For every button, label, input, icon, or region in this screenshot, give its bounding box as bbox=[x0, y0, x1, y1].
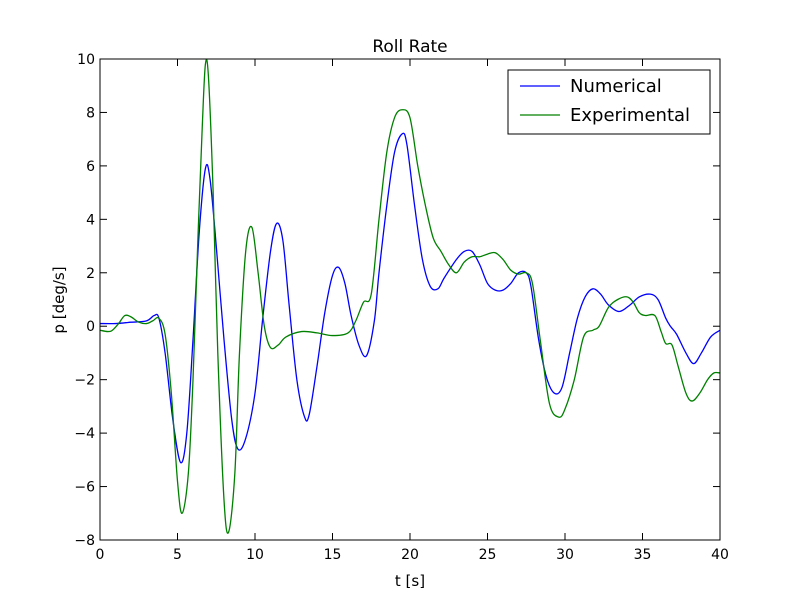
legend-label-experimental: Experimental bbox=[570, 105, 690, 126]
y-tick-label: −8 bbox=[74, 533, 95, 549]
y-tick-label: 0 bbox=[86, 319, 95, 335]
series-group bbox=[100, 59, 720, 534]
x-tick-label: 5 bbox=[173, 547, 182, 563]
y-tick-label: 2 bbox=[86, 266, 95, 282]
legend-box bbox=[507, 69, 711, 135]
x-tick-label: 35 bbox=[634, 547, 652, 563]
y-axis-label: p [deg/s] bbox=[50, 266, 68, 333]
x-tick-label: 40 bbox=[711, 547, 729, 563]
y-tick-label: −2 bbox=[74, 373, 95, 389]
x-tick-label: 20 bbox=[401, 547, 419, 563]
x-axis-label: t [s] bbox=[395, 572, 425, 590]
series-line-experimental bbox=[100, 59, 720, 534]
x-tick-label: 25 bbox=[479, 547, 497, 563]
x-tick-label: 15 bbox=[324, 547, 342, 563]
chart-title: Roll Rate bbox=[372, 37, 447, 57]
x-tick-label: 10 bbox=[246, 547, 264, 563]
y-tick-label: −4 bbox=[74, 426, 95, 442]
x-tick-label: 0 bbox=[96, 547, 105, 563]
y-tick-label: 4 bbox=[86, 212, 95, 228]
y-tick-label: 8 bbox=[86, 105, 95, 121]
series-line-numerical bbox=[100, 132, 720, 464]
x-tick-label: 30 bbox=[556, 547, 574, 563]
y-tick-label: 6 bbox=[86, 159, 95, 175]
y-tick-label: −6 bbox=[74, 480, 95, 496]
legend-label-numerical: Numerical bbox=[570, 76, 662, 97]
y-tick-label: 10 bbox=[77, 52, 95, 68]
plot-area: 0 5 10 15 20 25 30 35 40 −8 −6 −4 −2 0 2 4 6 8 10 bbox=[74, 52, 729, 563]
legend: Numerical Experimental bbox=[507, 69, 711, 135]
